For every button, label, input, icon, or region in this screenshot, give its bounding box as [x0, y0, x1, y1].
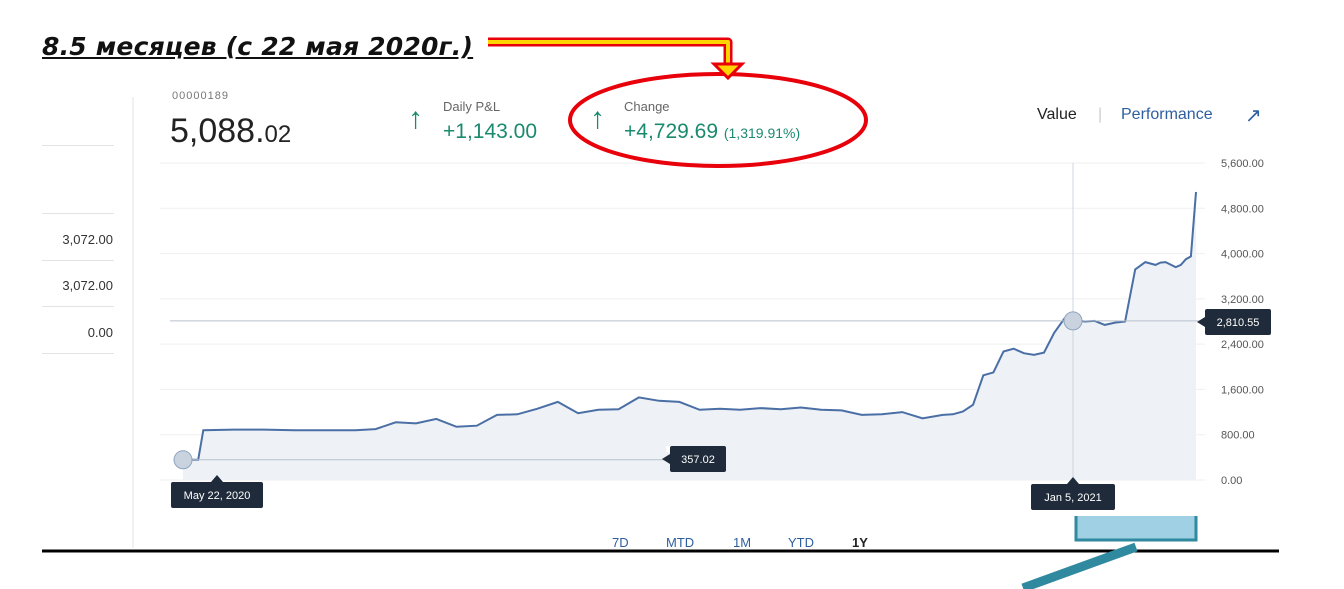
sidebar-value: 3,072.00 — [62, 232, 113, 247]
hover-date-label: Jan 5, 2021 — [1044, 492, 1102, 504]
sidebar-divider — [42, 353, 114, 354]
sidebar-divider — [42, 306, 114, 307]
period-bracket — [1074, 516, 1198, 542]
start-date-label-bg — [171, 482, 263, 508]
change-percent: (1,319.91%) — [723, 125, 801, 141]
hover-date-label-bg — [1031, 484, 1115, 510]
y-tick-label: 3,200.00 — [1221, 294, 1264, 306]
range-tab-mtd[interactable]: MTD — [666, 535, 695, 550]
range-tab-1y[interactable]: 1Y — [852, 535, 868, 550]
annotation-arrow — [488, 40, 730, 66]
annotation-heading: 8.5 месяцев (с 22 мая 2020г.) — [42, 32, 474, 61]
change-amount: +4,729.69 — [624, 120, 719, 143]
change-value: +4,729.69 (1,319.91%) — [624, 120, 800, 144]
start-point — [173, 450, 193, 470]
change-label: Change — [624, 99, 670, 114]
hover-value-label: 2,810.55 — [1217, 317, 1260, 329]
range-tab-7d[interactable]: 7D — [612, 535, 629, 550]
account-number: 00000189 — [172, 90, 229, 102]
hover-date-label-pointer — [1067, 477, 1079, 484]
toggle-separator: | — [1098, 106, 1103, 123]
y-tick-label: 5,600.00 — [1221, 158, 1264, 170]
hover-point — [1063, 311, 1083, 331]
performance-toggle[interactable]: Performance — [1121, 106, 1213, 123]
y-tick-label: 2,400.00 — [1221, 339, 1264, 351]
annotation-arrow-head — [710, 62, 746, 81]
sidebar-value: 3,072.00 — [62, 278, 113, 293]
sidebar-value: 0.00 — [87, 325, 113, 340]
sidebar-divider — [42, 260, 114, 261]
range-tab-ytd[interactable]: YTD — [788, 535, 814, 550]
y-tick-label: 4,800.00 — [1221, 203, 1264, 215]
hover-value-label-bg — [1205, 309, 1271, 335]
start-date-label-pointer — [211, 475, 223, 482]
annotation-arrow-outline — [488, 37, 733, 66]
y-tick-label: 800.00 — [1221, 430, 1255, 442]
start-value-label-pointer — [662, 454, 670, 464]
series-area — [183, 192, 1196, 480]
balance-main: 5,088. — [170, 112, 265, 150]
account-balance: 5,088.02 — [170, 112, 291, 151]
series-line — [183, 191, 1197, 461]
pointer-arrow — [1021, 542, 1138, 589]
start-value-label-bg — [670, 446, 726, 472]
start-date-label: May 22, 2020 — [184, 490, 251, 502]
daily-up-arrow-icon: ↑ — [408, 102, 423, 135]
start-value-label: 357.02 — [681, 454, 715, 466]
change-up-arrow-icon: ↑ — [590, 102, 605, 135]
hover-value-label-pointer — [1197, 317, 1205, 327]
daily-pnl-label: Daily P&L — [443, 99, 501, 114]
arrow-up-right-icon[interactable]: ↗ — [1245, 105, 1262, 127]
balance-cents: 02 — [264, 121, 292, 148]
y-tick-label: 0.00 — [1221, 475, 1242, 487]
sidebar-divider — [42, 145, 114, 146]
highlight-ellipse — [568, 72, 868, 168]
daily-pnl-value: +1,143.00 — [443, 120, 538, 143]
range-tab-1m[interactable]: 1M — [733, 535, 752, 550]
y-tick-label: 4,000.00 — [1221, 249, 1264, 261]
value-toggle[interactable]: Value — [1037, 106, 1077, 123]
y-tick-label: 1,600.00 — [1221, 384, 1264, 396]
sidebar-divider — [42, 213, 114, 214]
